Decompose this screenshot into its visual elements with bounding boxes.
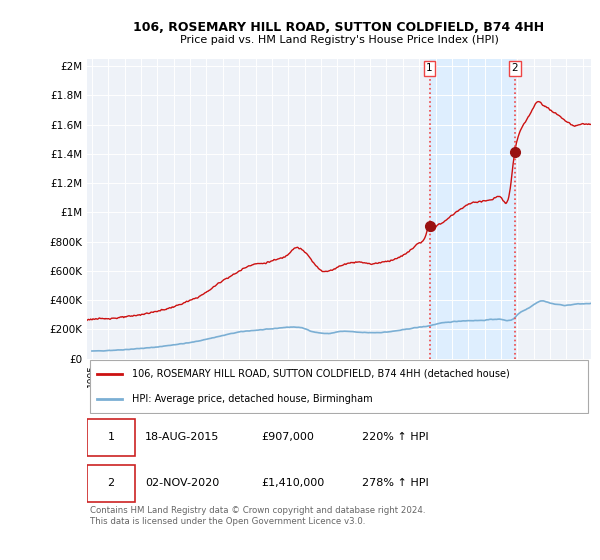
Text: 2: 2 — [107, 478, 115, 488]
Bar — [430, 59, 515, 358]
Text: 220% ↑ HPI: 220% ↑ HPI — [362, 432, 428, 442]
Text: 2: 2 — [511, 63, 518, 73]
Text: 1: 1 — [426, 63, 433, 73]
Text: 106, ROSEMARY HILL ROAD, SUTTON COLDFIELD, B74 4HH: 106, ROSEMARY HILL ROAD, SUTTON COLDFIEL… — [133, 21, 545, 34]
Text: 1: 1 — [107, 432, 115, 442]
FancyBboxPatch shape — [89, 360, 589, 413]
Text: Contains HM Land Registry data © Crown copyright and database right 2024.
This d: Contains HM Land Registry data © Crown c… — [89, 506, 425, 526]
Text: 106, ROSEMARY HILL ROAD, SUTTON COLDFIELD, B74 4HH (detached house): 106, ROSEMARY HILL ROAD, SUTTON COLDFIEL… — [133, 368, 510, 379]
Text: HPI: Average price, detached house, Birmingham: HPI: Average price, detached house, Birm… — [133, 394, 373, 404]
FancyBboxPatch shape — [87, 419, 135, 455]
FancyBboxPatch shape — [87, 465, 135, 502]
Text: Price paid vs. HM Land Registry's House Price Index (HPI): Price paid vs. HM Land Registry's House … — [179, 35, 499, 45]
Text: 18-AUG-2015: 18-AUG-2015 — [145, 432, 220, 442]
Text: £907,000: £907,000 — [261, 432, 314, 442]
Text: 278% ↑ HPI: 278% ↑ HPI — [362, 478, 428, 488]
Text: 02-NOV-2020: 02-NOV-2020 — [145, 478, 219, 488]
Text: £1,410,000: £1,410,000 — [261, 478, 324, 488]
